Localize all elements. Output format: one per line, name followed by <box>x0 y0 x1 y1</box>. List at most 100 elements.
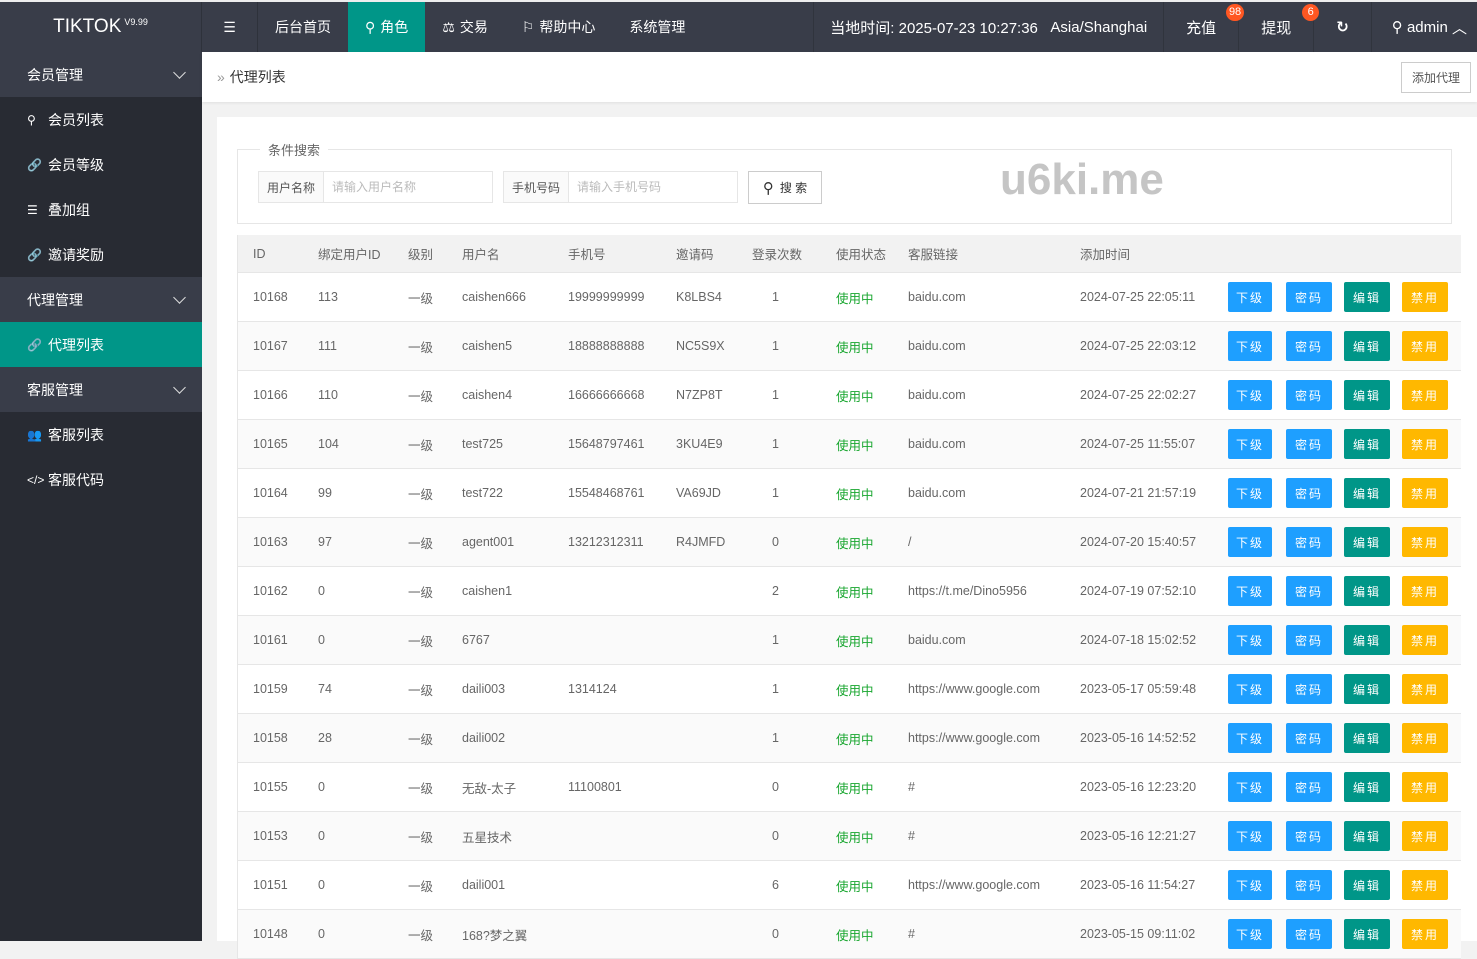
password-button[interactable]: 密码 <box>1286 919 1332 949</box>
password-button[interactable]: 密码 <box>1286 723 1332 753</box>
recharge-button[interactable]: 充值 98 <box>1163 2 1245 52</box>
subordinates-button[interactable]: 下级 <box>1228 821 1272 851</box>
column-header: 客服链接 <box>908 248 959 262</box>
subordinates-button[interactable]: 下级 <box>1228 429 1272 459</box>
add-agent-button[interactable]: 添加代理 <box>1400 62 1471 93</box>
disable-button[interactable]: 禁用 <box>1402 919 1448 949</box>
link-icon: 🔗 <box>27 157 42 172</box>
edit-button[interactable]: 编辑 <box>1344 870 1390 900</box>
subordinates-button[interactable]: 下级 <box>1228 870 1272 900</box>
withdraw-badge: 6 <box>1302 4 1320 21</box>
subordinates-button[interactable]: 下级 <box>1228 723 1272 753</box>
edit-button[interactable]: 编辑 <box>1344 576 1390 606</box>
disable-button[interactable]: 禁用 <box>1402 527 1448 557</box>
nav-4[interactable]: 系统管理 <box>612 2 702 52</box>
password-button[interactable]: 密码 <box>1286 527 1332 557</box>
disable-button[interactable]: 禁用 <box>1402 429 1448 459</box>
nav-3[interactable]: ⚐ 帮助中心 <box>505 2 613 52</box>
phone-field: 手机号码 <box>503 171 738 203</box>
subordinates-button[interactable]: 下级 <box>1228 919 1272 949</box>
sidebar-item[interactable]: 👥 客服列表 <box>0 412 202 457</box>
search-button[interactable]: ⚲ 搜 索 <box>748 171 822 204</box>
subordinates-button[interactable]: 下级 <box>1228 380 1272 410</box>
code-icon: </> <box>27 472 45 487</box>
phone-input[interactable] <box>569 172 735 202</box>
nav-2[interactable]: ⚖ 交易 <box>425 2 505 52</box>
edit-button[interactable]: 编辑 <box>1344 821 1390 851</box>
sidebar-item[interactable]: ☰ 叠加组 <box>0 187 202 232</box>
cell-1: 0 <box>318 829 325 843</box>
withdraw-button[interactable]: 提现 6 <box>1238 2 1320 52</box>
password-button[interactable]: 密码 <box>1286 821 1332 851</box>
disable-button[interactable]: 禁用 <box>1402 674 1448 704</box>
subordinates-button[interactable]: 下级 <box>1228 478 1272 508</box>
edit-button[interactable]: 编辑 <box>1344 282 1390 312</box>
disable-button[interactable]: 禁用 <box>1402 870 1448 900</box>
disable-button[interactable]: 禁用 <box>1402 576 1448 606</box>
disable-button[interactable]: 禁用 <box>1402 478 1448 508</box>
sidebar-group[interactable]: 客服管理 <box>0 367 202 412</box>
subordinates-button[interactable]: 下级 <box>1228 674 1272 704</box>
password-button[interactable]: 密码 <box>1286 380 1332 410</box>
subordinates-button[interactable]: 下级 <box>1228 625 1272 655</box>
logo[interactable]: TIKTOK V9.99 <box>0 2 202 52</box>
sidebar-item[interactable]: 🔗 邀请奖励 <box>0 232 202 277</box>
disable-button[interactable]: 禁用 <box>1402 821 1448 851</box>
password-button[interactable]: 密码 <box>1286 674 1332 704</box>
password-button[interactable]: 密码 <box>1286 331 1332 361</box>
edit-button[interactable]: 编辑 <box>1344 919 1390 949</box>
cell-3: agent001 <box>462 535 515 549</box>
sidebar-group[interactable]: 会员管理 <box>0 52 202 97</box>
disable-button[interactable]: 禁用 <box>1402 282 1448 312</box>
password-button[interactable]: 密码 <box>1286 870 1332 900</box>
password-button[interactable]: 密码 <box>1286 429 1332 459</box>
subordinates-button[interactable]: 下级 <box>1228 772 1272 802</box>
cell-6: 1 <box>772 437 779 451</box>
sidebar-item[interactable]: 🔗 代理列表 <box>0 322 202 367</box>
edit-button[interactable]: 编辑 <box>1344 527 1390 557</box>
table-row: 10151 0 一级 daili001 6 使用中 https://www.google.c… <box>237 861 1461 910</box>
subordinates-button[interactable]: 下级 <box>1228 282 1272 312</box>
username-label: 用户名称 <box>259 172 325 202</box>
disable-button[interactable]: 禁用 <box>1402 772 1448 802</box>
disable-button[interactable]: 禁用 <box>1402 625 1448 655</box>
sidebar-item-label: 叠加组 <box>48 201 90 218</box>
edit-button[interactable]: 编辑 <box>1344 625 1390 655</box>
cell-1: 0 <box>318 927 325 941</box>
sidebar-group[interactable]: 代理管理 <box>0 277 202 322</box>
disable-button[interactable]: 禁用 <box>1402 331 1448 361</box>
cell-6: 0 <box>772 780 779 794</box>
disable-button[interactable]: 禁用 <box>1402 380 1448 410</box>
edit-button[interactable]: 编辑 <box>1344 772 1390 802</box>
subordinates-button[interactable]: 下级 <box>1228 331 1272 361</box>
user-menu[interactable]: ⚲ admin ︿ <box>1370 2 1477 52</box>
cell-9: 2023-05-16 12:23:20 <box>1080 780 1197 794</box>
sidebar-item[interactable]: 🔗 会员等级 <box>0 142 202 187</box>
menu-toggle-button[interactable]: ☰ <box>202 2 258 52</box>
password-button[interactable]: 密码 <box>1286 625 1332 655</box>
cell-9: 2023-05-17 05:59:48 <box>1080 682 1197 696</box>
edit-button[interactable]: 编辑 <box>1344 380 1390 410</box>
edit-button[interactable]: 编辑 <box>1344 429 1390 459</box>
disable-button[interactable]: 禁用 <box>1402 723 1448 753</box>
edit-button[interactable]: 编辑 <box>1344 674 1390 704</box>
password-button[interactable]: 密码 <box>1286 478 1332 508</box>
password-button[interactable]: 密码 <box>1286 576 1332 606</box>
username-input[interactable] <box>324 172 490 202</box>
recharge-label: 充值 <box>1186 19 1217 37</box>
sidebar-item[interactable]: </> 客服代码 <box>0 457 202 502</box>
sidebar-item-label: 客服列表 <box>48 426 104 443</box>
nav-1[interactable]: ⚲ 角色 <box>348 2 426 52</box>
password-button[interactable]: 密码 <box>1286 282 1332 312</box>
edit-button[interactable]: 编辑 <box>1344 723 1390 753</box>
subordinates-button[interactable]: 下级 <box>1228 576 1272 606</box>
refresh-button[interactable]: ↻ <box>1313 2 1371 52</box>
password-button[interactable]: 密码 <box>1286 772 1332 802</box>
sidebar-item[interactable]: ⚲ 会员列表 <box>0 97 202 142</box>
nav-0[interactable]: 后台首页 <box>258 2 348 52</box>
edit-button[interactable]: 编辑 <box>1344 478 1390 508</box>
edit-button[interactable]: 编辑 <box>1344 331 1390 361</box>
subordinates-button[interactable]: 下级 <box>1228 527 1272 557</box>
cell-5: K8LBS4 <box>676 290 722 304</box>
table-row: 10162 0 一级 caishen1 2 使用中 https://t.me/Dino595… <box>237 567 1461 616</box>
